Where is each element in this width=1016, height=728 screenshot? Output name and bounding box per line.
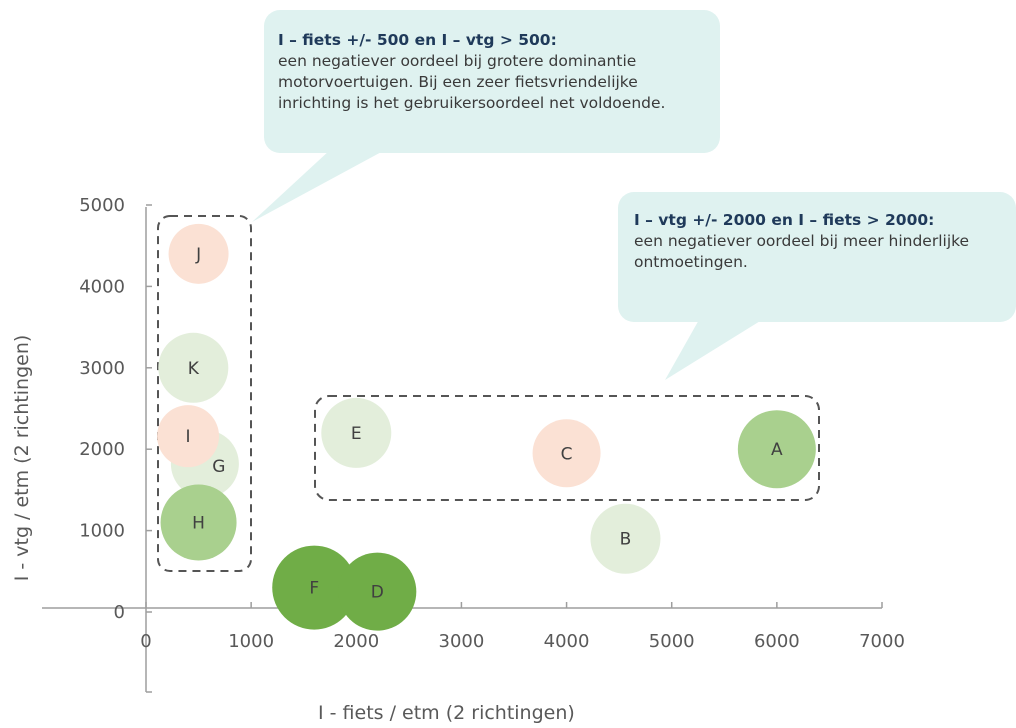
bubble-k xyxy=(158,332,229,403)
callout-top-line-2: motorvoertuigen. Bij een zeer fietsvrien… xyxy=(278,73,638,91)
bubble-label-d: D xyxy=(371,583,384,603)
callout-right xyxy=(618,192,1016,380)
y-tick-label: 1000 xyxy=(79,521,125,542)
bubble-label-c: C xyxy=(561,444,573,464)
bubble-c xyxy=(532,419,601,488)
x-tick-label: 2000 xyxy=(333,631,379,652)
bubble-label-j: J xyxy=(195,245,201,265)
y-tick-label: 3000 xyxy=(79,358,125,379)
bubble-label-e: E xyxy=(351,424,362,444)
x-axis-title: I - fiets / etm (2 richtingen) xyxy=(318,702,575,724)
y-ticks: 0 1000 2000 3000 4000 5000 xyxy=(79,195,152,623)
callout-right-line-1: een negatiever oordeel bij meer hinderli… xyxy=(634,232,970,250)
y-tick-label: 5000 xyxy=(79,195,125,216)
bubble-label-f: F xyxy=(309,579,319,599)
x-tick-label: 5000 xyxy=(649,631,695,652)
bubble-d xyxy=(338,552,417,631)
bubble-h xyxy=(160,484,237,561)
callout-top-title: I – fiets +/- 500 en I – vtg > 500: xyxy=(278,31,557,49)
bubble-label-a: A xyxy=(771,440,783,460)
group-box-right xyxy=(314,395,820,501)
bubble-b xyxy=(590,503,661,574)
x-tick-label: 4000 xyxy=(544,631,590,652)
callout-top-line-3: inrichting is het gebruikersoordeel net … xyxy=(278,94,666,112)
x-tick-label: 0 xyxy=(140,631,151,652)
x-tick-label: 6000 xyxy=(754,631,800,652)
bubbles: J K G I H E C A B F D xyxy=(157,223,816,631)
y-axis-title: I - vtg / etm (2 richtingen) xyxy=(11,334,33,582)
bubble-a xyxy=(737,410,816,489)
y-tick-label: 0 xyxy=(114,602,125,623)
bubble-i xyxy=(157,405,220,468)
callout-top-text: I – fiets +/- 500 en I – vtg > 500: een … xyxy=(278,30,718,114)
y-tick-label: 2000 xyxy=(79,439,125,460)
x-tick-label: 7000 xyxy=(859,631,905,652)
group-box-left xyxy=(157,215,252,572)
bubble-e xyxy=(321,397,392,468)
bubble-label-k: K xyxy=(188,359,200,379)
bubble-label-b: B xyxy=(620,530,632,550)
bubble-label-g: G xyxy=(212,457,225,477)
bubble-j xyxy=(168,223,229,284)
y-tick-label: 4000 xyxy=(79,276,125,297)
callout-right-title: I – vtg +/- 2000 en I – fiets > 2000: xyxy=(634,211,935,229)
x-tick-label: 3000 xyxy=(439,631,485,652)
callout-top xyxy=(252,10,720,222)
x-ticks: 0 1000 2000 3000 4000 5000 6000 7000 xyxy=(140,602,905,652)
callout-right-line-2: ontmoetingen. xyxy=(634,253,748,271)
callout-right-text: I – vtg +/- 2000 en I – fiets > 2000: ee… xyxy=(634,210,1014,273)
bubble-label-i: I xyxy=(186,427,191,447)
bubble-f xyxy=(272,545,357,630)
callout-top-line-1: een negatiever oordeel bij grotere domin… xyxy=(278,52,637,70)
x-tick-label: 1000 xyxy=(228,631,274,652)
bubble-label-h: H xyxy=(192,513,205,533)
